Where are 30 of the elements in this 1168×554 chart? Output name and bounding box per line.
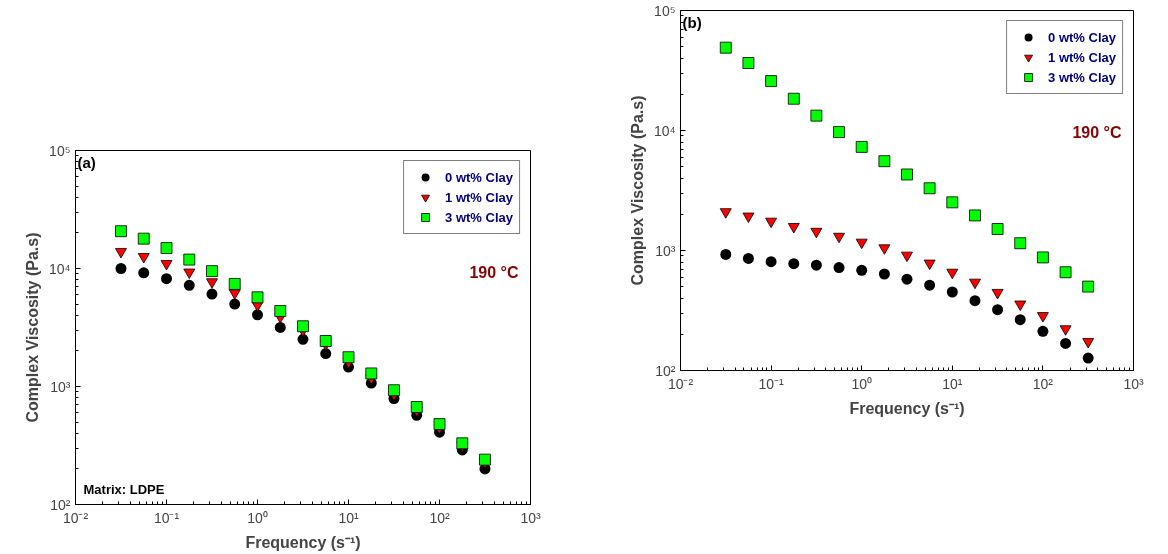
y-tick-label: 10⁴ — [48, 260, 71, 277]
legend-label: 1 wt% Clay — [445, 189, 513, 205]
legend-label: 0 wt% Clay — [1048, 29, 1116, 45]
legend-label: 0 wt% Clay — [445, 169, 513, 185]
annotation: 190 °C — [469, 263, 519, 281]
x-tick-label: 10¹ — [942, 375, 963, 392]
legend-label: 3 wt% Clay — [445, 209, 513, 225]
y-axis-title: Complex Viscosity (Pa.s) — [23, 232, 41, 423]
x-tick-label: 10⁰ — [851, 375, 872, 392]
legend-label: 1 wt% Clay — [1048, 49, 1116, 65]
y-axis-title: Complex Viscosity (Pa.s) — [628, 95, 646, 286]
x-tick-label: 10⁰ — [247, 509, 268, 526]
y-tick-label: 10⁴ — [653, 122, 676, 139]
y-tick-label: 10⁵ — [49, 142, 71, 159]
x-tick-label: 10³ — [520, 509, 541, 526]
x-axis-title: Frequency (s⁻¹) — [849, 399, 965, 417]
y-tick-label: 10⁵ — [654, 2, 676, 19]
x-tick-label: 10⁻¹ — [758, 375, 785, 392]
annotation: (a) — [77, 153, 96, 171]
x-tick-label: 10⁻¹ — [153, 509, 180, 526]
x-tick-label: 10² — [429, 509, 450, 526]
y-tick-label: 10³ — [655, 242, 676, 259]
annotation: 190 °C — [1072, 123, 1122, 141]
x-tick-label: 10¹ — [338, 509, 359, 526]
x-tick-label: 10³ — [1123, 375, 1144, 392]
x-tick-label: 10² — [1032, 375, 1054, 392]
legend-label: 3 wt% Clay — [1048, 69, 1116, 85]
x-axis-title: Frequency (s⁻¹) — [245, 533, 361, 551]
annotation: Matrix: LDPE — [83, 481, 165, 497]
annotation: (b) — [682, 13, 702, 31]
